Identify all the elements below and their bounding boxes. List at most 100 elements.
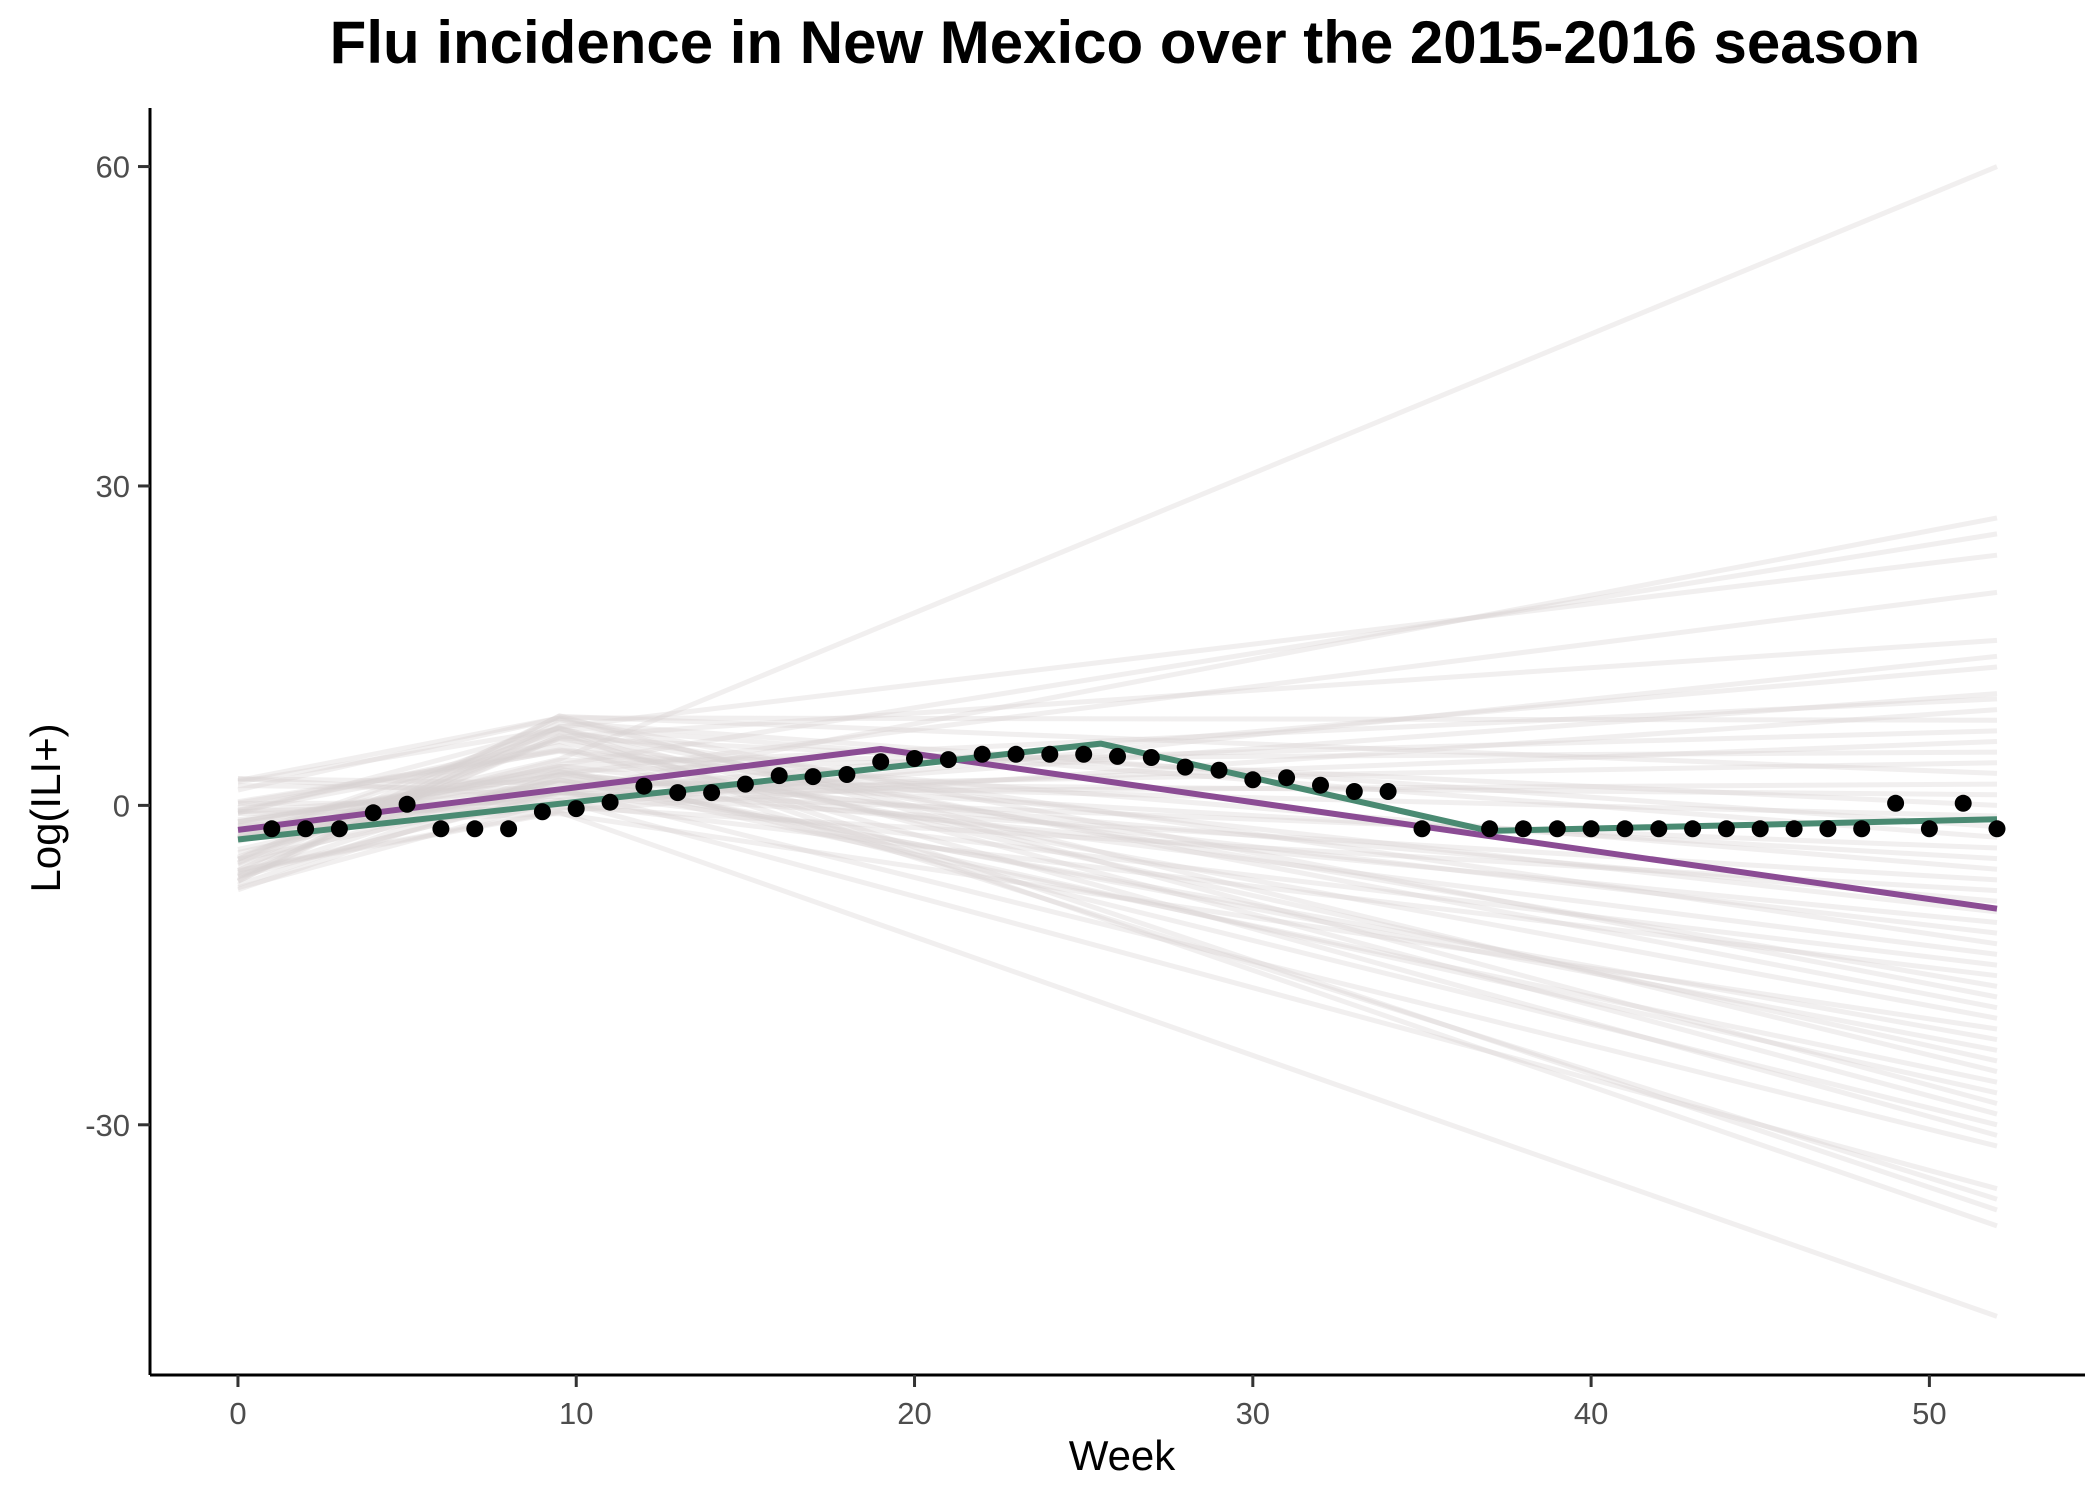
y-tick-label-0: -30: [85, 1108, 130, 1143]
y-tick-label-2: 30: [96, 469, 130, 504]
background-line-40: [237, 811, 1998, 1032]
background-line-6: [237, 653, 1998, 817]
background-line-44: [237, 716, 1998, 1075]
data-point-29: [1244, 771, 1262, 789]
background-line-11: [237, 715, 1998, 784]
data-point-4: [398, 795, 416, 813]
data-point-17: [838, 766, 856, 783]
data-point-50: [1988, 820, 2006, 838]
background-line-18: [237, 780, 1998, 829]
background-line-10: [237, 707, 1998, 873]
data-point-21: [973, 745, 991, 763]
background-line-30: [237, 776, 1998, 925]
y-tick-label-1: 0: [113, 788, 130, 823]
background-line-55: [237, 729, 1998, 1229]
data-point-28: [1210, 761, 1228, 779]
data-point-32: [1345, 783, 1363, 800]
background-lines-group: [236, 164, 1998, 1319]
data-point-35: [1481, 820, 1499, 838]
observation-points-group: [263, 745, 2006, 838]
data-point-41: [1684, 820, 1702, 838]
y-tick-label-3: 60: [96, 150, 130, 185]
background-line-46: [237, 768, 1998, 1096]
data-point-9: [567, 800, 585, 818]
background-line-8: [237, 691, 1998, 815]
chart-title: Flu incidence in New Mexico over the 201…: [329, 9, 1921, 76]
data-point-48: [1920, 820, 1938, 838]
data-point-34: [1413, 820, 1431, 838]
background-line-52: [237, 797, 1998, 1192]
data-point-42: [1717, 820, 1735, 838]
background-line-54: [237, 725, 1998, 1213]
background-line-28: [237, 771, 1998, 904]
x-tick-label-4: 40: [1574, 1396, 1608, 1431]
ticks-group: 0 10 20 30 40 50 -30 0 30 60: [85, 150, 1946, 1431]
x-tick-label-5: 50: [1912, 1396, 1946, 1431]
data-point-12: [669, 784, 687, 802]
data-point-49: [1954, 794, 1972, 812]
data-point-19: [906, 750, 923, 767]
data-point-10: [601, 793, 619, 811]
data-point-13: [703, 784, 721, 802]
data-point-46: [1853, 820, 1871, 838]
background-line-32: [237, 728, 1998, 947]
series-line-1: [237, 746, 1998, 912]
background-line-49: [237, 766, 1998, 1128]
background-line-13: [237, 739, 1998, 800]
background-line-53: [237, 743, 1998, 1202]
data-point-23: [1041, 745, 1059, 763]
data-point-5: [432, 820, 450, 838]
data-point-7: [500, 820, 518, 838]
data-point-33: [1379, 783, 1397, 800]
axes-group: [148, 108, 2085, 1377]
data-point-2: [330, 820, 348, 838]
data-point-3: [364, 804, 382, 822]
background-line-37: [237, 715, 1998, 1000]
data-point-38: [1582, 820, 1600, 838]
data-point-0: [263, 820, 281, 838]
data-point-18: [872, 753, 890, 771]
data-point-20: [939, 751, 957, 769]
background-line-45: [237, 777, 1998, 1085]
data-point-22: [1007, 745, 1025, 763]
background-line-39: [237, 748, 1998, 1021]
background-line-38: [237, 726, 1998, 1011]
x-tick-label-1: 10: [559, 1396, 593, 1431]
data-point-47: [1887, 794, 1905, 812]
data-point-14: [736, 775, 754, 793]
data-point-8: [533, 803, 551, 821]
data-point-6: [466, 820, 484, 838]
background-line-56: [237, 809, 1998, 1319]
data-point-26: [1142, 749, 1160, 766]
background-line-4: [237, 589, 1998, 824]
background-line-26: [237, 790, 1998, 883]
data-point-27: [1176, 758, 1194, 776]
data-point-16: [804, 768, 822, 786]
data-point-11: [635, 777, 653, 795]
data-point-1: [297, 820, 315, 838]
background-line-0: [237, 164, 1998, 836]
data-point-40: [1650, 820, 1668, 838]
data-point-45: [1819, 820, 1837, 838]
data-point-43: [1751, 820, 1769, 838]
background-line-29: [237, 748, 1998, 915]
background-line-43: [237, 739, 1998, 1064]
data-point-36: [1514, 820, 1532, 838]
background-line-9: [237, 696, 1998, 828]
data-point-24: [1075, 745, 1093, 763]
data-point-30: [1278, 769, 1296, 787]
data-point-44: [1785, 820, 1803, 838]
background-line-42: [237, 773, 1998, 1053]
x-tick-label-3: 30: [1236, 1396, 1270, 1431]
data-point-15: [770, 767, 788, 785]
data-point-37: [1548, 820, 1566, 838]
data-point-25: [1109, 747, 1126, 765]
data-point-31: [1312, 776, 1329, 794]
background-line-12: [237, 728, 1998, 879]
background-line-48: [237, 725, 1998, 1117]
x-tick-label-2: 20: [897, 1396, 931, 1431]
x-tick-label-0: 0: [229, 1396, 246, 1431]
data-point-39: [1616, 820, 1634, 838]
